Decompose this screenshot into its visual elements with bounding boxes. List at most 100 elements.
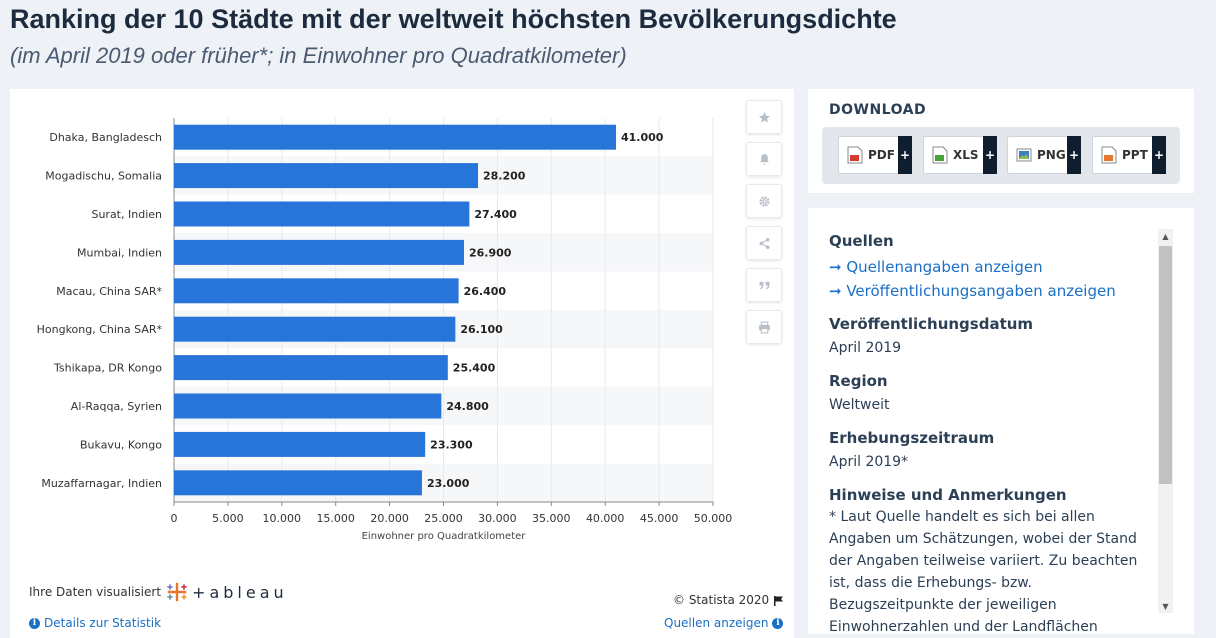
tick-label: 15.000 [316, 512, 355, 525]
png-file-icon [1016, 148, 1032, 162]
value-label: 23.300 [430, 438, 473, 451]
download-png-label: PNG [1037, 148, 1066, 162]
period-heading: Erhebungszeitraum [829, 429, 995, 447]
print-button[interactable] [746, 310, 782, 344]
scroll-thumb[interactable] [1159, 246, 1172, 484]
info-scrollbar[interactable]: ▲ ▼ [1158, 229, 1173, 613]
bar-chart: Dhaka, Bangladesch 41.000 Mogadischu, Soma… [37, 118, 732, 542]
plus-icon: + [1067, 136, 1081, 174]
bar [174, 124, 616, 150]
plus-icon: + [898, 136, 912, 174]
category-label: Bukavu, Kongo [80, 438, 162, 451]
sources-link-label: Quellen anzeigen [664, 616, 769, 630]
tableau-prefix: Ihre Daten visualisiert [29, 585, 162, 599]
region-heading: Region [829, 372, 888, 390]
download-pdf-label: PDF [868, 148, 895, 162]
period-value: April 2019* [829, 454, 909, 470]
category-label: Muzaffarnagar, Indien [41, 477, 162, 490]
value-label: 26.900 [469, 246, 512, 259]
region-value: Weltweit [829, 397, 890, 413]
download-xls-label: XLS [953, 148, 979, 162]
category-label: Mogadischu, Somalia [45, 170, 162, 183]
download-png-button[interactable]: PNG + [1007, 136, 1081, 174]
category-label: Al-Raqqa, Syrien [71, 400, 162, 413]
value-label: 28.200 [483, 170, 526, 183]
download-panel: DOWNLOAD PDF + XLS + PNG + PPT + [808, 89, 1194, 193]
category-label: Mumbai, Indien [77, 246, 162, 259]
bar [174, 316, 456, 342]
ppt-file-icon [1101, 146, 1117, 164]
tick-label: 45.000 [640, 512, 679, 525]
details-link-label: Details zur Statistik [44, 616, 162, 630]
tick-label: 5.000 [212, 512, 244, 525]
plus-icon: + [983, 136, 997, 174]
category-label: Hongkong, China SAR* [37, 323, 163, 336]
category-label: Macau, China SAR* [56, 285, 162, 298]
tick-label: 0 [171, 512, 178, 525]
flag-icon [774, 595, 784, 606]
download-xls-button[interactable]: XLS + [923, 136, 997, 174]
bar [174, 163, 478, 189]
download-bar: PDF + XLS + PNG + PPT + [822, 127, 1180, 184]
download-title: DOWNLOAD [829, 102, 927, 118]
cite-button[interactable] [746, 268, 782, 302]
value-label: 26.400 [464, 285, 507, 298]
info-panel: Quellen ➞ Quellenangaben anzeigen ➞ Verö… [808, 208, 1194, 634]
star-icon [758, 111, 770, 123]
chart-toolbar [746, 100, 782, 352]
pubdate-heading: Veröffentlichungsdatum [829, 315, 1034, 333]
settings-button[interactable] [746, 184, 782, 218]
category-label: Dhaka, Bangladesch [49, 131, 162, 144]
category-label: Surat, Indien [91, 208, 162, 221]
share-icon [759, 237, 769, 249]
copyright: © Statista 2020 [673, 593, 784, 607]
tick-label: 10.000 [263, 512, 302, 525]
plus-icon: + [1152, 136, 1166, 174]
value-label: 26.100 [460, 323, 503, 336]
show-publication-link[interactable]: ➞ Veröffentlichungsangaben anzeigen [829, 282, 1116, 300]
tick-label: 20.000 [370, 512, 409, 525]
alert-button[interactable] [746, 142, 782, 176]
favorite-button[interactable] [746, 100, 782, 134]
value-label: 25.400 [453, 362, 496, 375]
page-subtitle: (im April 2019 oder früher*; in Einwohne… [10, 43, 627, 68]
quote-icon [759, 281, 769, 289]
info-icon: i [772, 617, 784, 629]
bar [174, 201, 470, 227]
download-pdf-button[interactable]: PDF + [838, 136, 912, 174]
xls-file-icon [932, 146, 948, 164]
tick-label: 25.000 [424, 512, 463, 525]
tick-label: 35.000 [532, 512, 571, 525]
pdf-file-icon [847, 146, 863, 164]
download-ppt-label: PPT [1122, 148, 1148, 162]
scroll-down-icon[interactable]: ▼ [1162, 601, 1169, 611]
details-link[interactable]: i Details zur Statistik [29, 616, 161, 630]
bar [174, 470, 422, 496]
print-icon [758, 321, 770, 333]
scroll-up-icon[interactable]: ▲ [1162, 231, 1169, 241]
value-label: 27.400 [474, 208, 517, 221]
tableau-attribution[interactable]: Ihre Daten visualisiert +ableau [29, 581, 288, 603]
bar [174, 278, 459, 304]
bell-icon [759, 153, 769, 165]
pubdate-value: April 2019 [829, 340, 902, 356]
value-label: 23.000 [427, 477, 470, 490]
chart-card: Dhaka, Bangladesch 41.000 Mogadischu, Soma… [10, 89, 794, 638]
show-sources-link[interactable]: ➞ Quellenangaben anzeigen [829, 258, 1043, 276]
page-title: Ranking der 10 Städte mit der weltweit h… [10, 4, 897, 34]
info-content: Quellen ➞ Quellenangaben anzeigen ➞ Verö… [829, 232, 1149, 634]
copyright-text: © Statista 2020 [673, 593, 770, 607]
share-button[interactable] [746, 226, 782, 260]
gear-icon [758, 195, 770, 207]
sources-link[interactable]: Quellen anzeigen i [664, 616, 784, 630]
bar [174, 239, 464, 265]
sources-heading: Quellen [829, 232, 894, 250]
download-ppt-button[interactable]: PPT + [1092, 136, 1166, 174]
category-label: Tshikapa, DR Kongo [53, 362, 162, 375]
notes-heading: Hinweise und Anmerkungen [829, 486, 1067, 504]
tick-label: 30.000 [478, 512, 517, 525]
tableau-wordmark: +ableau [192, 582, 288, 602]
x-axis-title: Einwohner pro Quadratkilometer [362, 531, 527, 542]
bar [174, 393, 442, 419]
tick-label: 40.000 [586, 512, 625, 525]
